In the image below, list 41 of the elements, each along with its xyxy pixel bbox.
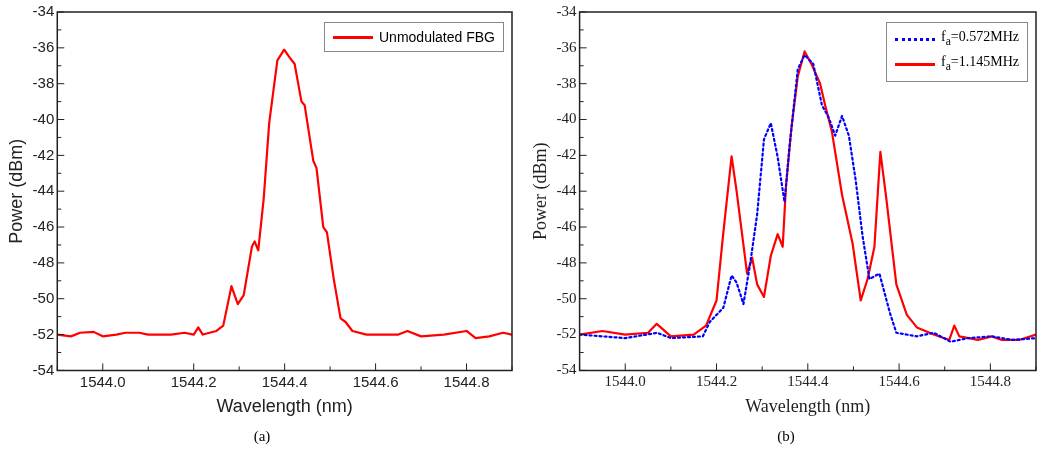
y-tick-label: -54 (556, 361, 578, 378)
x-tick-label: 1544.2 (170, 372, 217, 390)
legend-label: f$_{a}$=0.572MHz (941, 28, 1020, 50)
y-tick-label: -46 (32, 217, 55, 235)
y-axis-title: Power (dBm) (5, 138, 26, 244)
x-axis-title: Wavelength (nm) (216, 396, 353, 417)
x-tick-label: 1544.0 (79, 372, 126, 390)
y-tick-label: -40 (556, 110, 577, 127)
x-tick-label: 1544.4 (787, 373, 829, 390)
x-tick-label: 1544.4 (261, 372, 308, 390)
y-tick-label: -48 (32, 253, 55, 271)
x-tick-label: 1544.8 (443, 372, 490, 390)
y-tick-label: -34 (32, 2, 55, 20)
legend-label: Unmodulated FBG (379, 28, 495, 47)
x-tick-label: 1544.0 (604, 373, 646, 390)
y-axis-title: Power (dBm) (529, 142, 551, 240)
x-axis-title: Wavelength (nm) (745, 395, 871, 417)
x-tick-label: 1544.6 (878, 373, 921, 390)
y-tick-label: -50 (556, 289, 577, 306)
text: (b) (776, 428, 796, 445)
y-tick-label: -38 (32, 73, 55, 91)
y-tick-label: -36 (556, 38, 578, 55)
y-tick-label: -40 (32, 109, 55, 127)
y-tick-label: -52 (556, 325, 577, 342)
y-tick-label: -34 (556, 2, 578, 19)
y-tick-label: -54 (32, 360, 55, 378)
y-tick-label: -52 (32, 324, 55, 342)
y-tick-label: -38 (556, 74, 577, 91)
x-tick-label: 1544.6 (352, 372, 399, 390)
y-tick-label: -36 (32, 37, 55, 55)
y-tick-label: -46 (556, 217, 578, 234)
x-tick-label: 1544.2 (695, 373, 738, 390)
y-tick-label: -44 (32, 181, 55, 199)
x-tick-label: 1544.8 (969, 373, 1011, 390)
y-tick-label: -48 (556, 253, 577, 270)
y-tick-label: -42 (32, 145, 55, 163)
y-tick-label: -50 (32, 288, 55, 306)
text: (a) (252, 428, 272, 445)
y-tick-label: -44 (556, 182, 578, 199)
y-tick-label: -42 (556, 146, 577, 163)
legend-label: f$_{a}$=1.145MHz (941, 52, 1020, 75)
